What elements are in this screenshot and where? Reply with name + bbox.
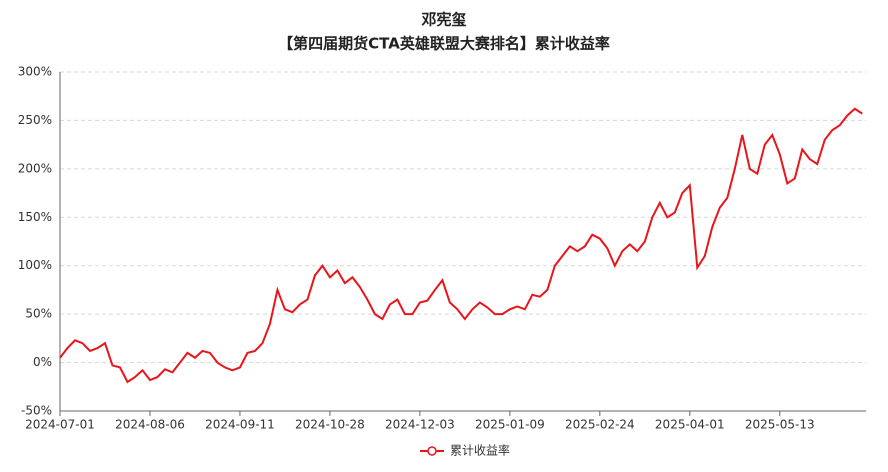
x-tick-label: 2024-09-11 [205,418,275,432]
x-tick-label: 2025-05-13 [745,418,815,432]
x-tick-label: 2024-10-28 [295,418,365,432]
x-tick-label: 2025-04-01 [655,418,725,432]
y-tick-label: 50% [25,307,52,321]
x-tick-label: 2024-08-06 [115,418,185,432]
y-tick-label: 150% [18,210,52,224]
y-tick-label: -50% [21,404,52,418]
x-tick-label: 2024-07-01 [25,418,95,432]
y-tick-label: 0% [33,355,52,369]
x-tick-label: 2025-02-24 [565,418,635,432]
y-tick-label: 300% [18,65,52,79]
chart-title: 邓宪玺 [421,11,466,29]
y-tick-label: 100% [18,258,52,272]
chart-subtitle: 【第四届期货CTA英雄联盟大赛排名】累计收益率 [278,35,610,53]
legend-label: 累计收益率 [450,443,510,458]
y-tick-label: 200% [18,161,52,175]
y-tick-label: 250% [18,113,52,127]
series-line [59,107,863,384]
x-tick-label: 2024-12-03 [385,418,455,432]
legend-marker [427,446,437,456]
x-tick-label: 2025-01-09 [475,418,545,432]
